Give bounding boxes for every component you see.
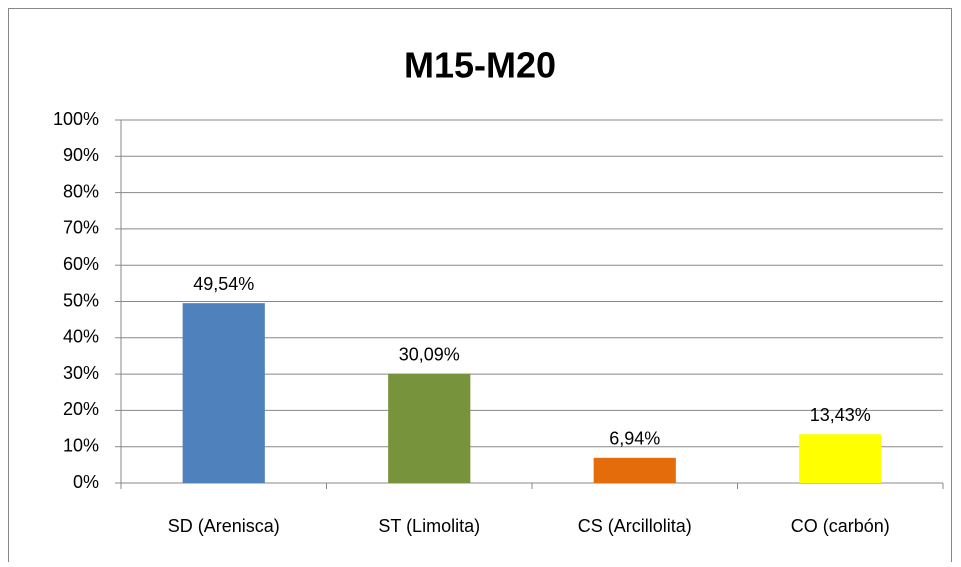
y-tick-label: 90% [63,145,99,165]
y-tick-label: 30% [63,363,99,383]
data-label: 49,54% [193,274,254,294]
y-tick-label: 100% [53,109,99,129]
y-tick-label: 10% [63,435,99,455]
bar [593,457,676,483]
y-tick-label: 40% [63,327,99,347]
x-tick-label: CS (Arcillolita) [578,516,692,536]
chart-title: M15-M20 [404,45,556,86]
x-tick-label: ST (Limolita) [378,516,480,536]
y-tick-label: 80% [63,181,99,201]
chart-border [8,8,952,567]
bar [799,434,882,483]
bar [388,373,471,483]
data-label: 30,09% [399,345,460,365]
y-tick-label: 70% [63,218,99,238]
y-tick-label: 60% [63,254,99,274]
x-tick-label: CO (carbón) [791,516,890,536]
data-label: 6,94% [609,429,660,449]
y-tick-label: 50% [63,290,99,310]
y-tick-label: 20% [63,399,99,419]
x-tick-label: SD (Arenisca) [168,516,280,536]
bar [182,303,265,483]
data-label: 13,43% [810,405,871,425]
y-tick-label: 0% [73,472,99,492]
